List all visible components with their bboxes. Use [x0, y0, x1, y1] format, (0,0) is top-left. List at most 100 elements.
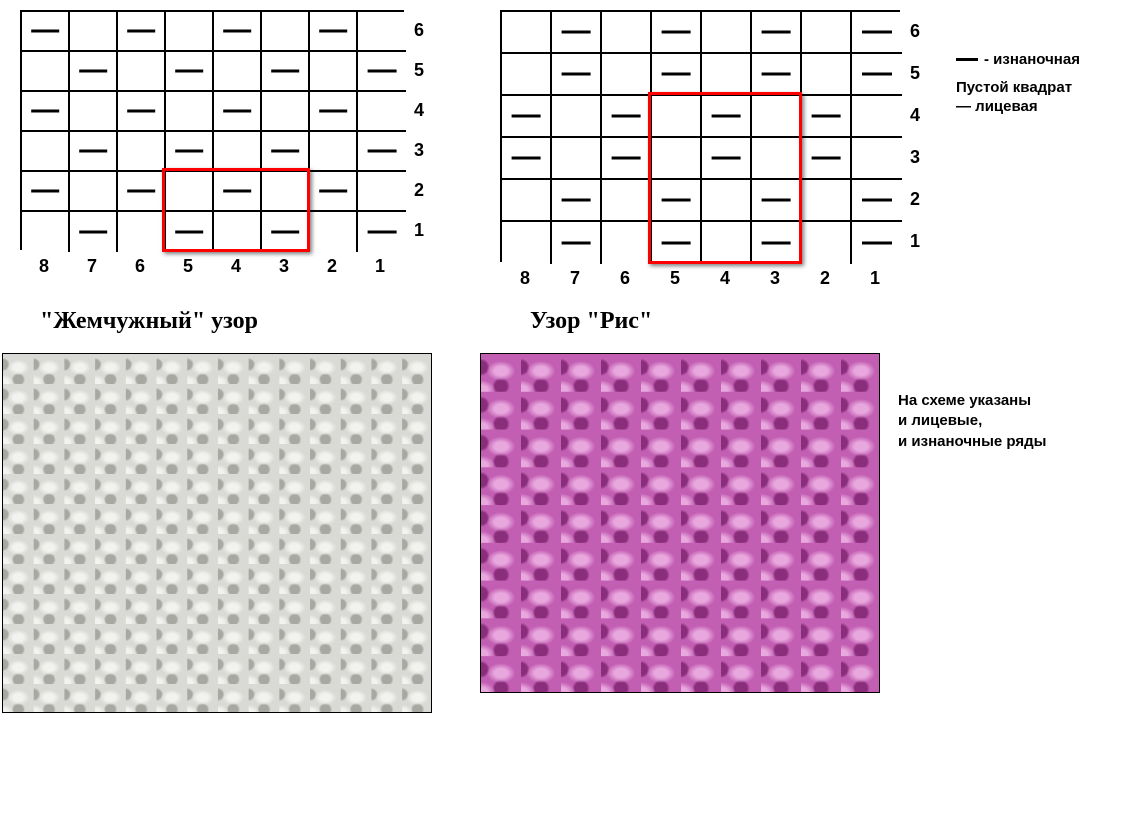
legend-knit-label2: — лицевая [956, 97, 1080, 117]
purl-dash-icon [223, 30, 251, 33]
chart-cell [502, 96, 552, 138]
purl-dash-icon [812, 115, 841, 118]
chart-cell [502, 12, 552, 54]
chart-cell [22, 212, 70, 252]
titles-row: "Жемчужный" узор Узор "Рис" [0, 308, 1125, 335]
col-label: 2 [308, 256, 356, 277]
row-label: 6 [408, 10, 424, 50]
chart-cell [166, 132, 214, 172]
purl-dash-icon [662, 73, 691, 76]
chart-cell [702, 180, 752, 222]
col-label: 3 [750, 268, 800, 289]
chart-cell [214, 12, 262, 52]
purl-dash-icon [862, 73, 892, 76]
purl-dash-icon [271, 150, 299, 153]
chart-cell [802, 180, 852, 222]
chart-cell [118, 52, 166, 92]
chart-rice-col-labels: 87654321 [500, 268, 900, 289]
purl-dash-icon [562, 31, 591, 34]
swatch-rice [480, 353, 880, 693]
purl-dash-icon [368, 150, 397, 153]
purl-dash-icon [223, 190, 251, 193]
chart-cell [70, 172, 118, 212]
chart-cell [214, 132, 262, 172]
col-label: 7 [550, 268, 600, 289]
swatch-pearl [2, 353, 432, 713]
chart-pearl-grid [20, 10, 404, 250]
chart-cell [262, 212, 310, 252]
chart-cell [70, 92, 118, 132]
chart-cell [214, 92, 262, 132]
col-label: 6 [600, 268, 650, 289]
chart-cell [118, 172, 166, 212]
purl-dash-icon [127, 30, 155, 33]
col-label: 3 [260, 256, 308, 277]
chart-cell [852, 222, 902, 264]
chart-cell [652, 54, 702, 96]
chart-cell [166, 172, 214, 212]
col-label: 2 [800, 268, 850, 289]
chart-cell [118, 92, 166, 132]
chart-cell [502, 138, 552, 180]
col-label: 4 [212, 256, 260, 277]
row-label: 2 [408, 170, 424, 210]
row-label: 1 [408, 210, 424, 250]
chart-cell [852, 12, 902, 54]
legend: - изнаночная Пустой квадрат — лицевая [956, 50, 1080, 117]
purl-dash-icon [512, 157, 541, 160]
chart-cell [652, 138, 702, 180]
chart-cell [262, 132, 310, 172]
purl-dash-icon [762, 242, 791, 245]
bottom-note: На схеме указаны и лицевые, и изнаночные… [898, 391, 1046, 452]
chart-cell [262, 172, 310, 212]
legend-knit: Пустой квадрат — лицевая [956, 78, 1080, 117]
chart-cell [552, 138, 602, 180]
purl-dash-icon [271, 231, 299, 234]
chart-cell [752, 222, 802, 264]
chart-cell [802, 12, 852, 54]
col-label: 4 [700, 268, 750, 289]
row-label: 4 [408, 90, 424, 130]
col-label: 7 [68, 256, 116, 277]
chart-cell [852, 96, 902, 138]
purl-dash-icon [762, 31, 791, 34]
chart-cell [22, 12, 70, 52]
chart-cell [652, 222, 702, 264]
chart-cell [752, 54, 802, 96]
chart-cell [262, 92, 310, 132]
chart-cell [552, 180, 602, 222]
chart-cell [358, 172, 406, 212]
chart-cell [552, 12, 602, 54]
chart-cell [214, 52, 262, 92]
chart-rice-grid [500, 10, 900, 262]
row-label: 6 [904, 10, 920, 52]
chart-cell [70, 132, 118, 172]
chart-cell [310, 132, 358, 172]
swatches-row: На схеме указаны и лицевые, и изнаночные… [0, 353, 1125, 713]
purl-dash-icon [175, 150, 203, 153]
chart-cell [702, 138, 752, 180]
chart-cell [166, 12, 214, 52]
chart-cell [602, 138, 652, 180]
chart-cell [602, 180, 652, 222]
purl-dash-icon [862, 242, 892, 245]
purl-dash-icon [31, 30, 59, 33]
row-label: 3 [408, 130, 424, 170]
chart-cell [310, 172, 358, 212]
legend-purl-label: - изнаночная [984, 50, 1080, 70]
chart-cell [652, 180, 702, 222]
chart-cell [602, 12, 652, 54]
charts-row: 65432187654321 65432187654321 - изнаночн… [0, 0, 1125, 290]
chart-rice-row-labels: 654321 [904, 10, 920, 262]
purl-dash-icon [319, 30, 347, 33]
row-label: 2 [904, 178, 920, 220]
purl-dash-icon [127, 110, 155, 113]
chart-rice: 65432187654321 [500, 10, 936, 290]
chart-cell [358, 92, 406, 132]
chart-cell [552, 96, 602, 138]
row-label: 4 [904, 94, 920, 136]
chart-cell [752, 12, 802, 54]
chart-cell [602, 222, 652, 264]
chart-cell [552, 222, 602, 264]
row-label: 5 [904, 52, 920, 94]
